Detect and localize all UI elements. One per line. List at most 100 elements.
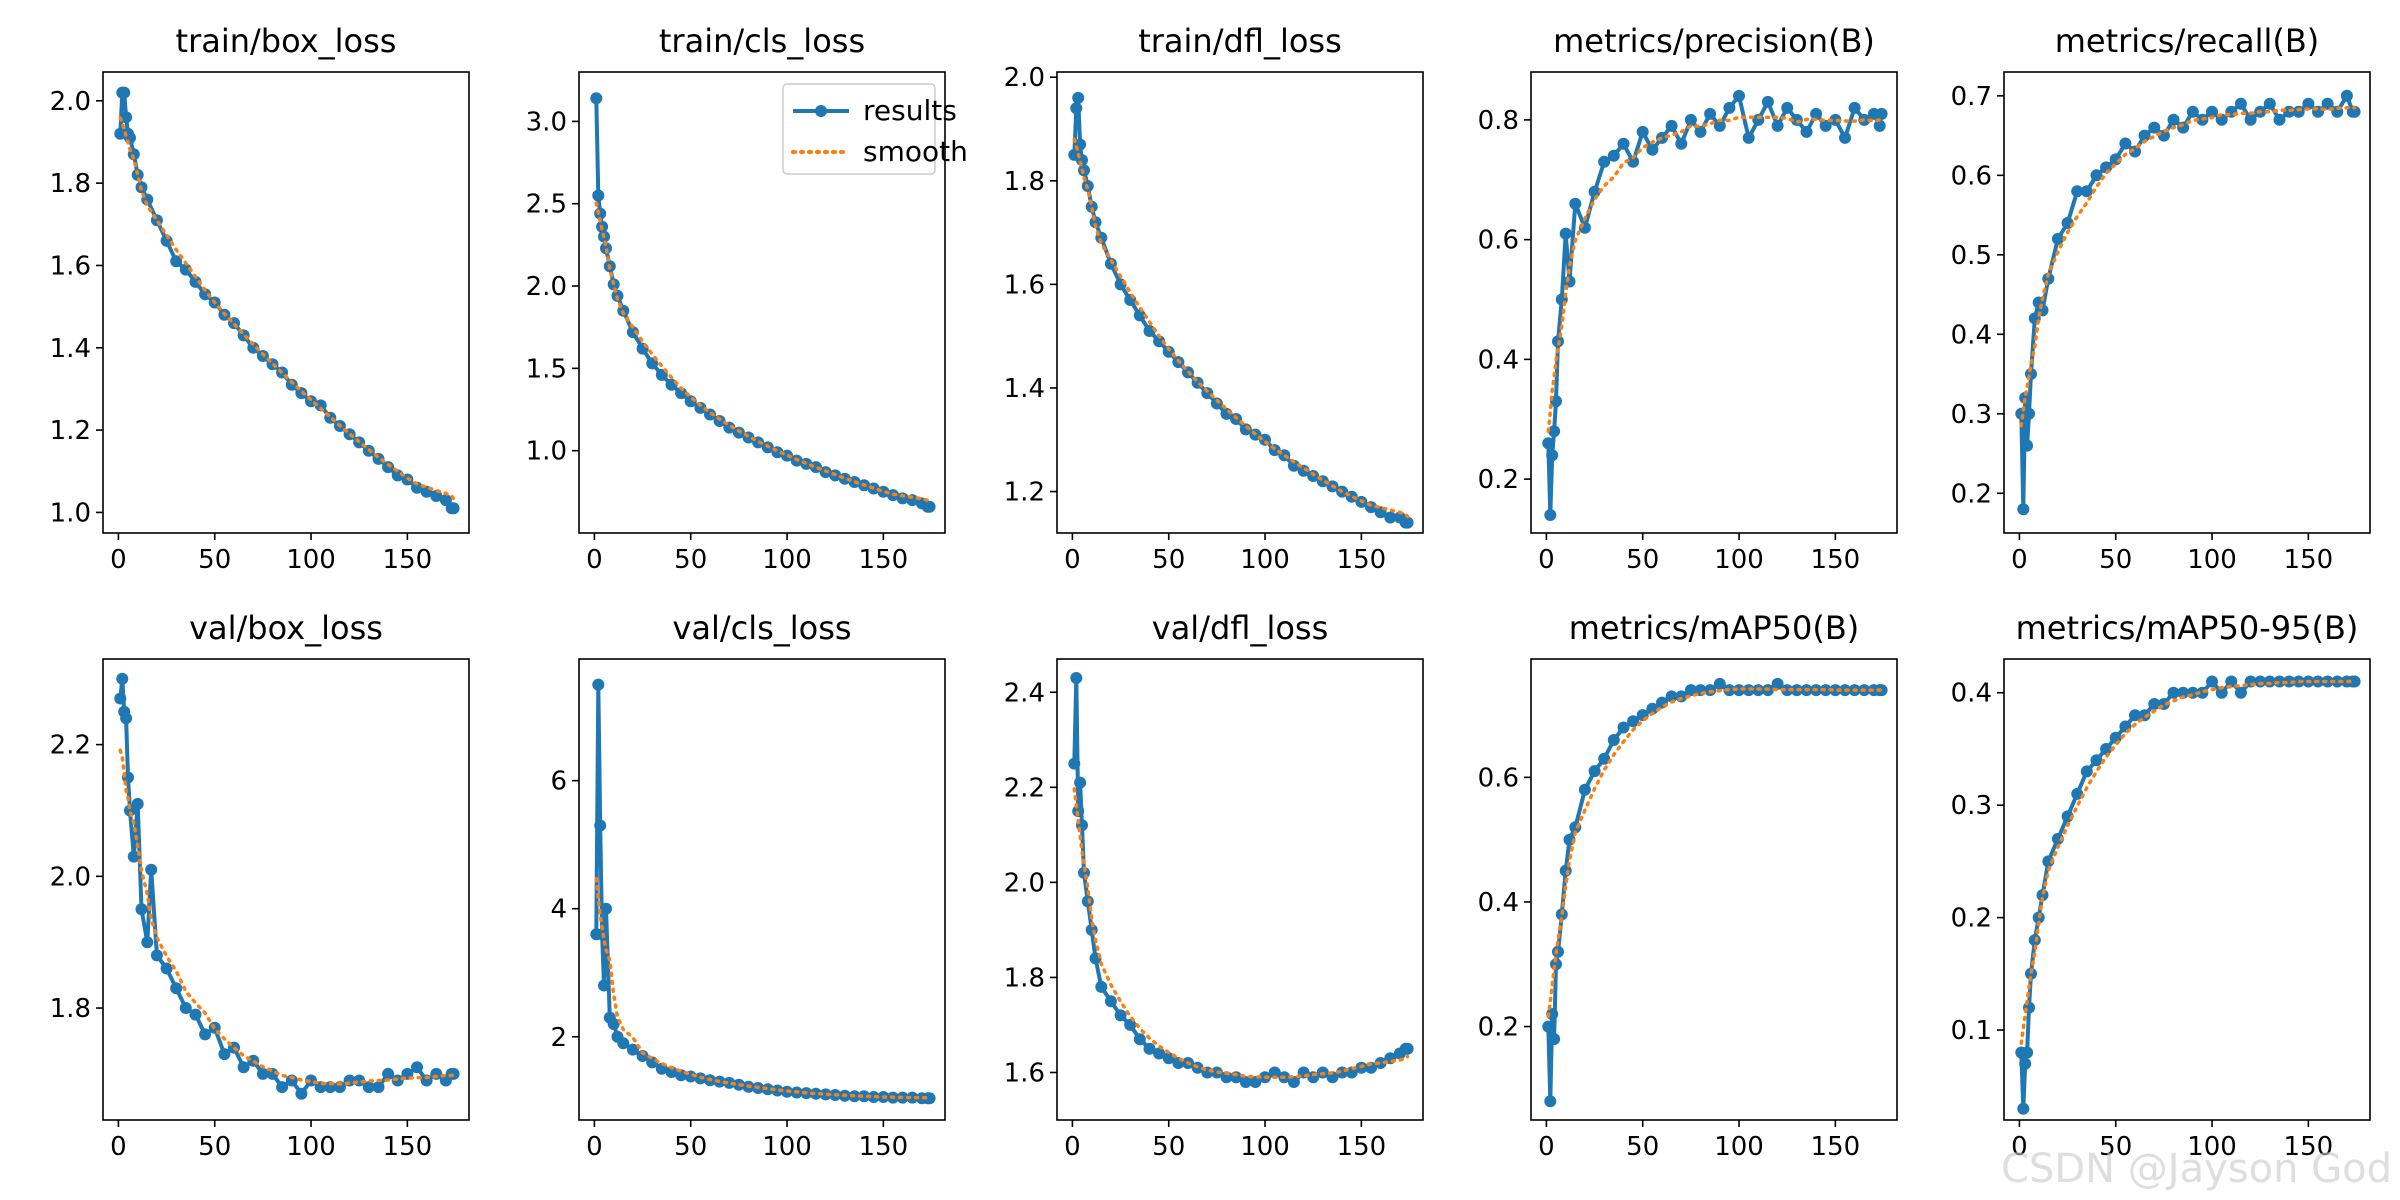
results-point [1684,684,1697,697]
results-point [391,469,404,482]
results-point [256,1067,269,1080]
y-tick-label: 0.1 [1951,1016,1992,1046]
results-point [189,275,202,288]
results-point [116,672,129,685]
results-point [1384,511,1397,524]
results-point [2021,1046,2034,1059]
results-point [2177,686,2190,699]
results-point [723,1076,736,1089]
x-tick-label: 0 [1064,545,1081,575]
results-point [2138,129,2151,142]
x-tick-label: 50 [198,1132,231,1162]
results-point [592,189,605,202]
panel-title: train/cls_loss [659,22,865,60]
results-point [2225,675,2238,688]
y-tick-label: 2.0 [50,87,91,117]
results-point [1588,185,1601,198]
results-point [819,1088,832,1101]
results-point [411,1061,423,1074]
results-point [771,1084,784,1097]
results-point [1544,1095,1557,1108]
x-tick-label: 50 [674,1132,707,1162]
results-line [1546,93,1884,517]
y-tick-label: 1.2 [50,416,91,446]
panel-train-box-loss: train/box_loss 0 50 100 150 1.0 1.2 1.4 1.6 1.8 2.… [50,22,470,575]
results-point [1559,227,1572,240]
results-point [1104,995,1117,1008]
results-point [2090,754,2103,767]
results-point [1124,293,1137,306]
y-tick-label: 2.4 [1004,678,1045,708]
x-tick-label: 50 [674,545,707,575]
y-tick-label: 2 [550,1023,567,1053]
results-point [382,461,395,474]
results-point [1627,715,1640,728]
results-point [1297,464,1310,477]
y-tick-label: 4 [550,895,567,925]
results-point [1162,1052,1175,1065]
results-point [1646,702,1659,715]
results-point [896,492,909,505]
results-point [2148,121,2161,134]
y-tick-label: 0.4 [1951,679,1992,709]
legend: results smooth [782,83,968,175]
results-point [626,1043,639,1056]
results-point [1713,677,1726,690]
results-point [150,949,163,962]
x-tick-label: 0 [110,545,127,575]
x-tick-label: 150 [859,545,909,575]
results-point [2263,97,2276,110]
results-point [1588,765,1601,778]
results-point [179,263,192,276]
x-tick-label: 0 [1064,1132,1081,1162]
results-point [600,242,612,255]
results-point [636,1050,649,1062]
x-tick-label: 150 [2284,545,2334,575]
y-tick-label: 3.0 [526,107,567,137]
x-tick-label: 0 [2011,545,2028,575]
y-tick-label: 2.5 [526,190,567,220]
x-tick-label: 150 [859,1132,909,1162]
x-tick-label: 100 [762,545,812,575]
results-point [1771,677,1784,690]
results-point [600,902,612,915]
results-point [1153,1047,1166,1060]
panel-metrics-map50-b: metrics/mAP50(B) 0 50 100 150 0.2 0.4 0.6 [1478,609,1898,1162]
y-tick-label: 2.0 [526,272,567,302]
panel-title: train/box_loss [176,22,397,60]
x-tick-label: 100 [762,1132,812,1162]
y-tick-label: 0.2 [1478,465,1519,495]
results-point [127,850,140,863]
results-point [761,1083,774,1096]
y-tick-label: 1.8 [1004,167,1045,197]
results-point [145,863,158,876]
smooth-line [594,877,932,1100]
results-point [617,1037,630,1050]
results-point [1546,449,1559,462]
results-point [141,936,154,949]
results-point [382,1067,395,1080]
results-point [1781,101,1794,114]
results-point [362,1081,375,1094]
smooth-line [1072,137,1410,519]
plot-frame [1530,658,1898,1121]
panel-train-cls-loss: train/cls_loss 0 50 100 150 1.0 1.5 2.0 2.5 3.0 re… [526,22,968,575]
results-point [114,692,127,705]
x-tick-label: 0 [2011,1132,2028,1162]
x-tick-label: 100 [2187,545,2237,575]
results-point [2348,105,2361,118]
results-point [2100,743,2113,755]
y-tick-label: 1.2 [1004,478,1045,508]
results-point [1761,95,1774,108]
results-point [2036,889,2049,902]
results-point [2025,967,2037,980]
results-point [626,326,639,339]
results-point [120,111,133,124]
results-point [867,1091,880,1103]
results-point [1704,107,1717,120]
results-point [2017,503,2030,516]
results-line [1546,681,1882,1104]
results-point [1733,684,1745,697]
x-tick-label: 150 [1337,1132,1387,1162]
panel-title: metrics/recall(B) [2055,22,2320,60]
